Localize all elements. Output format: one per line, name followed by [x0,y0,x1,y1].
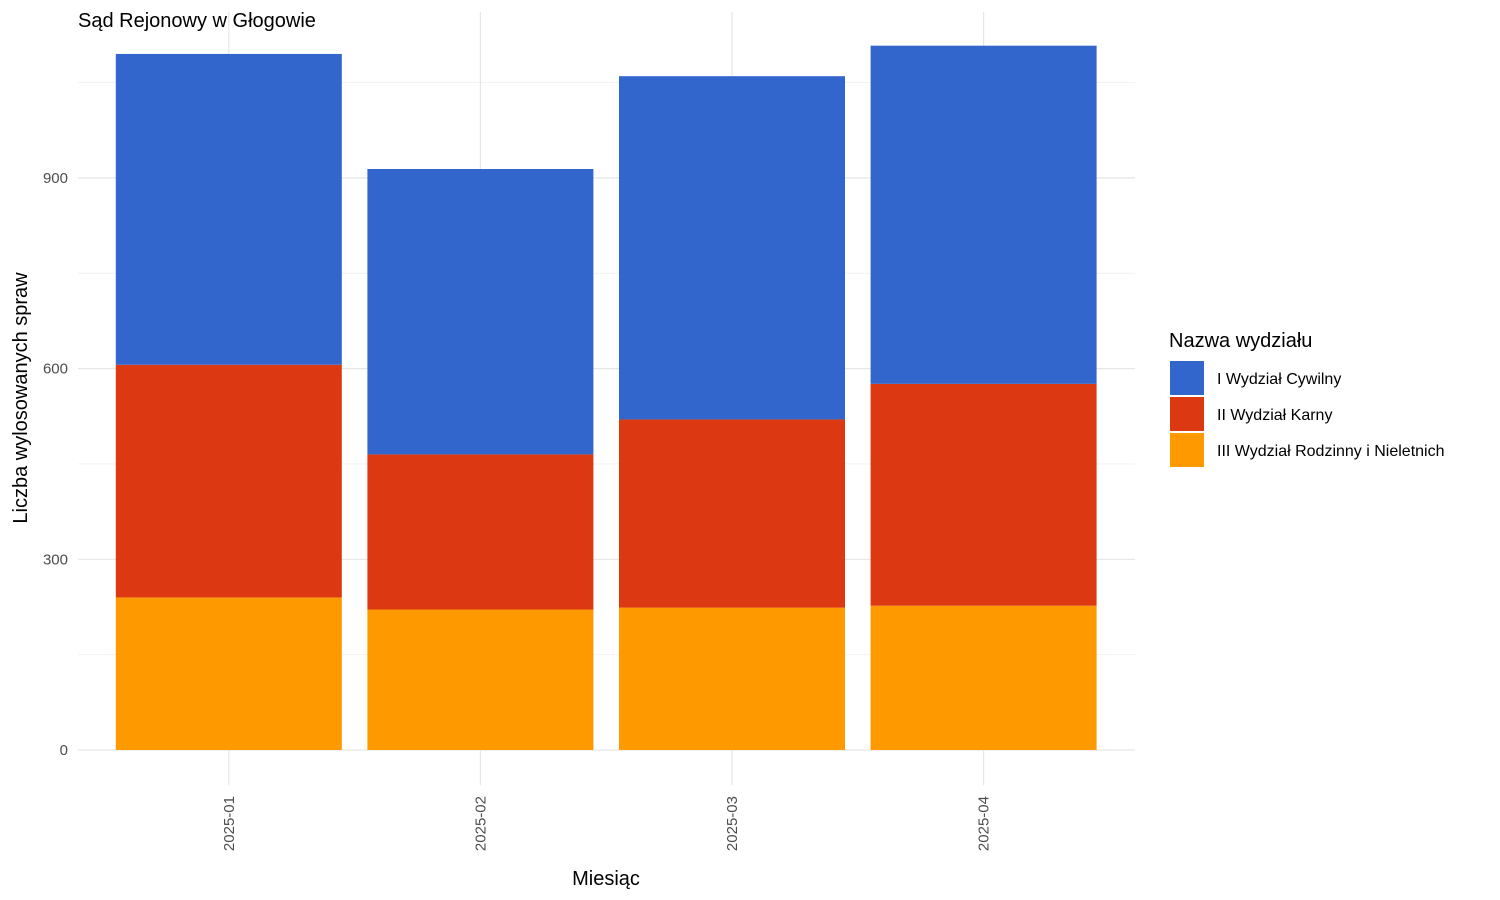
x-tick-label: 2025-02 [472,796,489,851]
y-tick-label: 600 [43,361,68,378]
legend-label: I Wydział Cywilny [1217,371,1341,388]
y-axis-title: Liczba wylosowanych spraw [10,272,32,524]
y-tick-label: 900 [43,170,68,187]
y-axis-ticks: 0 300 600 900 [43,170,68,759]
legend-title: Nazwa wydziału [1169,330,1312,352]
x-tick-label: 2025-03 [724,796,741,851]
bar-2025-04-series-2 [870,45,1097,384]
legend-swatch [1170,433,1204,467]
bar-2025-03-series-1 [619,419,845,608]
legend-items: I Wydział Cywilny II Wydział Karny III Wyd… [1170,361,1445,467]
bars [115,45,1097,750]
bar-2025-04-series-1 [870,383,1097,606]
y-tick-label: 0 [60,742,68,759]
bar-2025-03-series-0 [619,607,845,750]
bar-2025-02-series-2 [367,169,594,455]
legend-swatch [1170,361,1204,395]
bar-2025-01-series-1 [115,364,342,598]
x-axis-ticks: 2025-01 2025-02 2025-03 2025-04 [221,796,993,851]
legend-label: III Wydział Rodzinny i Nieletnich [1217,443,1445,460]
y-tick-label: 300 [43,551,68,568]
bar-2025-01-series-2 [115,53,342,365]
bar-2025-02-series-0 [367,609,594,750]
chart-title: Sąd Rejonowy w Głogowie [78,10,316,32]
x-tick-label: 2025-01 [221,796,238,851]
bar-2025-04-series-0 [870,605,1097,750]
bar-2025-03-series-2 [619,76,845,420]
bar-2025-01-series-0 [115,597,342,750]
bar-2025-02-series-1 [367,454,594,610]
x-tick-label: 2025-04 [976,796,993,851]
legend: Nazwa wydziału I Wydział Cywilny II Wydzi… [1169,330,1445,467]
legend-label: II Wydział Karny [1217,407,1332,424]
x-axis-title: Miesiąc [572,868,640,890]
legend-swatch [1170,397,1204,431]
